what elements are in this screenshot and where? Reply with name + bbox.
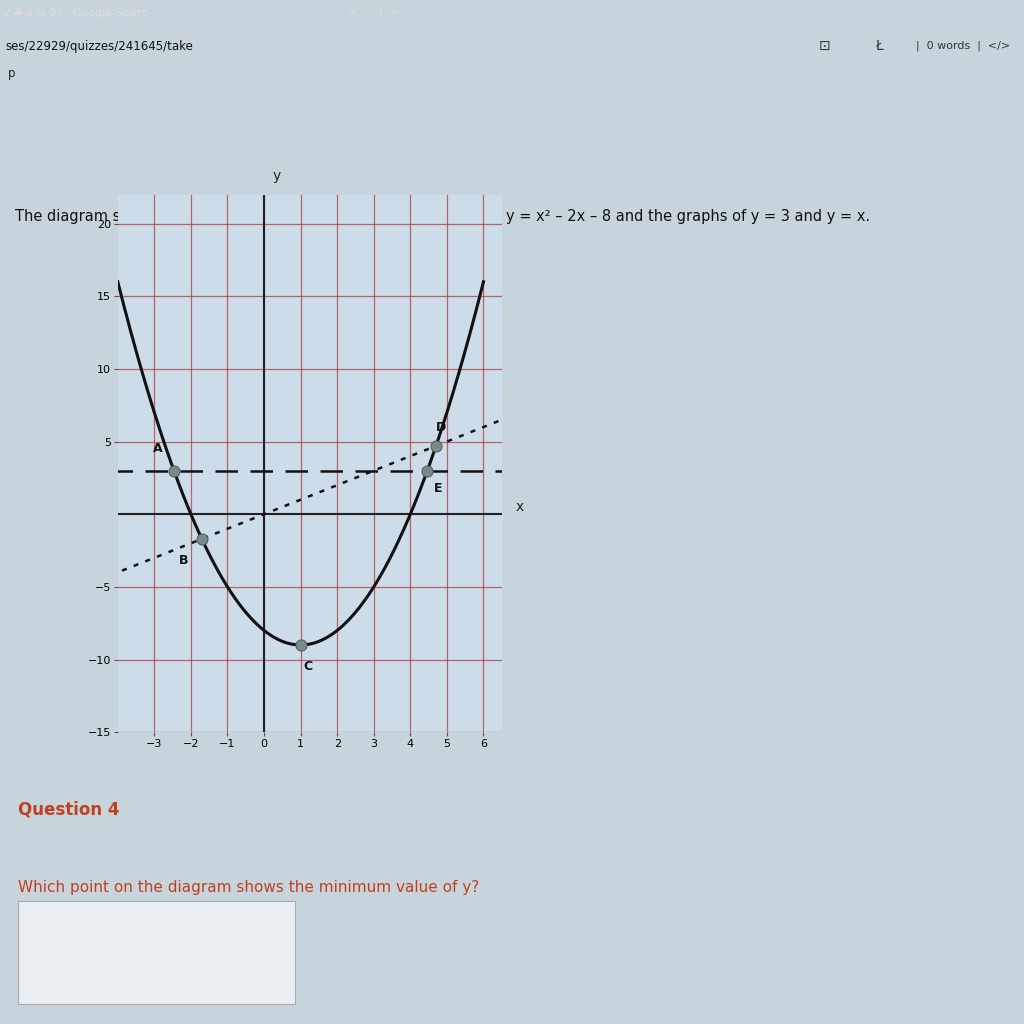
Text: ×: × xyxy=(348,8,357,17)
Text: y ♣ x is 0? - Google Searc: y ♣ x is 0? - Google Searc xyxy=(3,8,147,17)
Text: p: p xyxy=(8,68,15,80)
Text: ses/22929/quizzes/241645/take: ses/22929/quizzes/241645/take xyxy=(5,40,193,52)
Text: Question 4: Question 4 xyxy=(18,801,120,819)
Text: C: C xyxy=(303,660,312,673)
Text: E: E xyxy=(434,481,442,495)
Text: |  +: | + xyxy=(379,7,399,18)
Text: y: y xyxy=(272,169,281,182)
Text: Ł: Ł xyxy=(876,39,883,53)
Text: Which point on the diagram shows the minimum value of y?: Which point on the diagram shows the min… xyxy=(18,880,479,895)
Text: ⊡: ⊡ xyxy=(819,39,830,53)
Text: A: A xyxy=(153,442,163,456)
Text: D: D xyxy=(436,421,446,433)
Text: B: B xyxy=(179,554,188,567)
Text: The diagram shows the graph of the machine’s quadratic function y = x² – 2x – 8 : The diagram shows the graph of the machi… xyxy=(15,209,870,224)
Text: |  0 words  |  </>: | 0 words | </> xyxy=(916,41,1011,51)
Text: x: x xyxy=(516,500,524,514)
